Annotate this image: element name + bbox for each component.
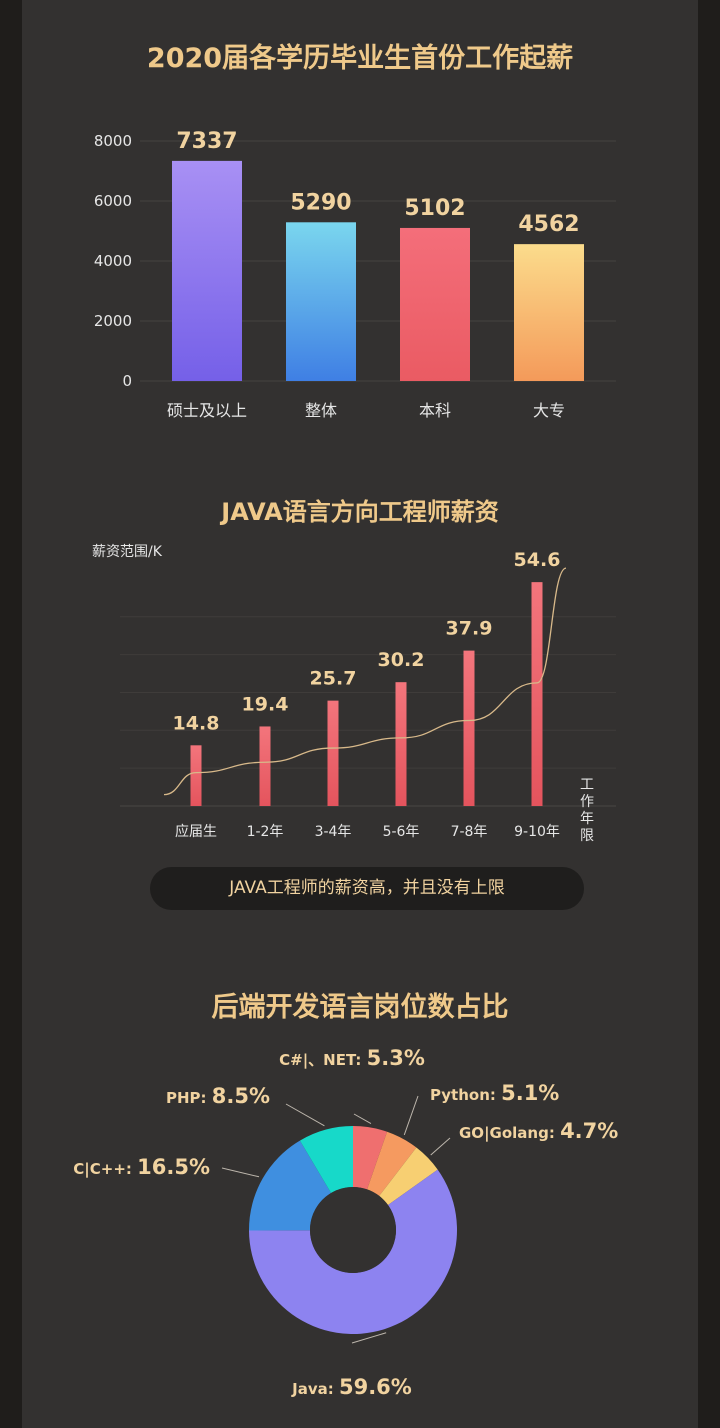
chart3-slice-value: 4.7% (560, 1119, 618, 1143)
chart3-slice (299, 1126, 353, 1194)
chart2-value-label: 37.9 (446, 618, 493, 640)
chart2-category-label: 1-2年 (247, 824, 284, 840)
chart1-bar (400, 227, 470, 381)
salary-banner: JAVA工程师的薪资高，并且没有上限 (150, 867, 584, 910)
chart2-x-axis-label-char: 作 (580, 794, 594, 810)
chart3-donut-hole (310, 1187, 396, 1273)
chart2-y-axis-label: 薪资范围/K (92, 543, 163, 560)
chart2-bar (531, 582, 543, 806)
chart2-value-label: 14.8 (173, 712, 220, 734)
chart3-slice (367, 1131, 417, 1196)
chart2-value-label: 19.4 (242, 693, 289, 715)
chart1-y-tick-label: 6000 (94, 192, 132, 210)
chart1-value-label: 5290 (290, 190, 351, 215)
chart3-slice-name: Java: (291, 1380, 339, 1398)
chart1-value-label: 4562 (518, 212, 579, 237)
chart3-slice-name: Python: (430, 1086, 501, 1104)
chart2-bar (259, 726, 271, 806)
chart2-category-label: 应届生 (175, 823, 217, 840)
chart3-slice-label: Python: 5.1% (430, 1081, 559, 1105)
chart3-slice-value: 8.5% (212, 1084, 270, 1108)
chart2-category-label: 7-8年 (451, 824, 488, 840)
chart3-slice-value: 59.6% (339, 1375, 412, 1399)
chart1-y-tick-label: 0 (122, 372, 132, 390)
chart3-slice-label: C#|、NET: 5.3% (279, 1046, 425, 1070)
chart2-title: JAVA语言方向工程师薪资 (221, 498, 499, 526)
chart3-slice (379, 1147, 438, 1206)
chart1-bar (286, 222, 356, 381)
chart3-slice (353, 1126, 388, 1190)
chart3-leader-line (353, 1113, 372, 1124)
chart3-leader-line (430, 1137, 451, 1156)
chart2-bar (327, 700, 339, 806)
chart2-svg: 薪资范围/K 14.8 应届生 19.4 1-2年 25.7 3-4年 30.2 5-6年 37.… (92, 543, 616, 844)
chart3-slice-value: 5.3% (367, 1046, 425, 1070)
chart2-value-label: 54.6 (514, 549, 561, 571)
chart3-slice-name: C#|、NET: (279, 1051, 367, 1070)
chart2-bar (463, 650, 475, 806)
chart3-slice-name: C|C++: (73, 1160, 137, 1179)
chart1-title: 2020届各学历毕业生首份工作起薪 (146, 43, 574, 74)
chart1-y-tick-label: 2000 (94, 312, 132, 330)
chart1-category-label: 整体 (305, 401, 337, 420)
chart1-y-tick-label: 4000 (94, 252, 132, 270)
chart3-slice (249, 1140, 332, 1231)
chart3-slice-label: GO|Golang: 4.7% (459, 1119, 618, 1143)
chart3-leader-line (351, 1332, 387, 1344)
chart2-value-label: 25.7 (310, 668, 357, 690)
chart1-y-tick-label: 8000 (94, 132, 132, 150)
chart2-x-axis-label-char: 工 (580, 777, 594, 793)
chart2-category-label: 3-4年 (315, 824, 352, 840)
chart2-value-label: 30.2 (378, 649, 425, 671)
chart3-leader-line (221, 1167, 260, 1178)
chart2-x-axis-label-char: 年 (580, 811, 594, 827)
chart1-bar (172, 160, 242, 381)
chart1-category-label: 本科 (419, 401, 451, 420)
chart1-value-label: 5102 (404, 196, 465, 221)
chart1-category-label: 大专 (533, 401, 565, 420)
chart1-category-label: 硕士及以上 (167, 401, 247, 420)
chart1-value-label: 7337 (176, 129, 237, 154)
chart3-leader-line (285, 1103, 325, 1127)
chart2-trend-line (163, 567, 567, 796)
chart2-bar (395, 682, 407, 806)
chart3-title: 后端开发语言岗位数占比 (211, 992, 509, 1023)
chart2-bar (190, 745, 202, 806)
chart2-x-axis-label-char: 限 (580, 828, 594, 844)
chart3-slice-name: PHP: (166, 1089, 212, 1107)
chart2-category-label: 5-6年 (383, 824, 420, 840)
chart3-slice-label: PHP: 8.5% (166, 1084, 270, 1108)
chart2-category-label: 9-10年 (514, 824, 560, 840)
chart1-svg: 0 2000 4000 6000 8000 7337 硕士及以上 5290 整体 5102 本科 45… (94, 129, 616, 420)
chart3-leader-line (403, 1095, 419, 1136)
chart3-slice-value: 16.5% (137, 1155, 210, 1179)
chart3-slice-name: GO|Golang: (459, 1124, 560, 1143)
chart3-slice-label: C|C++: 16.5% (73, 1155, 210, 1179)
chart3-slice-label: Java: 59.6% (291, 1375, 412, 1399)
chart3-slice (249, 1169, 457, 1334)
chart3-slice-value: 5.1% (501, 1081, 559, 1105)
chart1-bar (514, 244, 584, 381)
